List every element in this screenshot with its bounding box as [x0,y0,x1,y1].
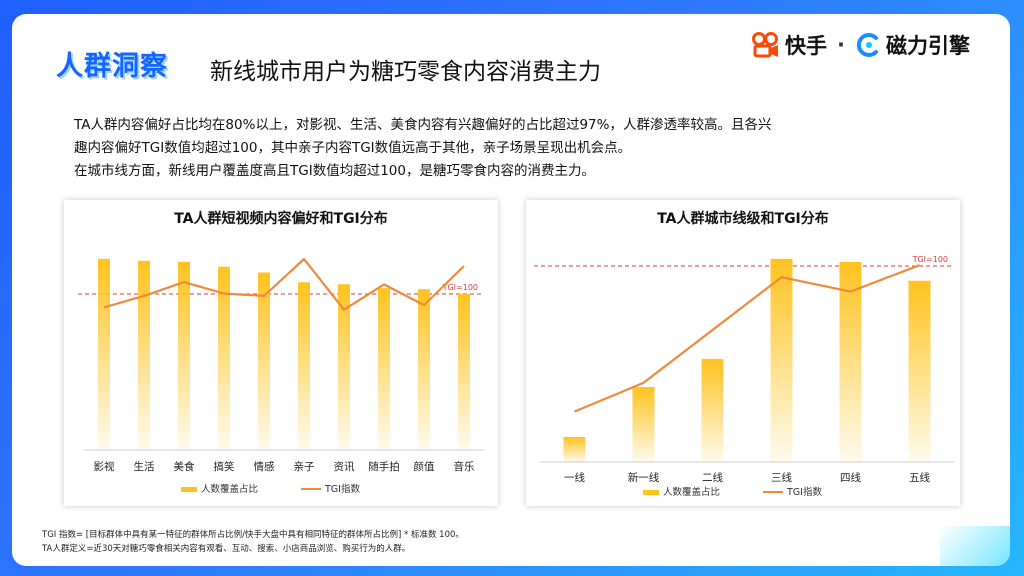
cili-engine-logo-icon [856,33,878,57]
category-label: 亲子 [294,460,315,473]
section-tag: 人群洞察 [56,51,168,82]
legend-bar-swatch [643,490,659,495]
legend-line-label: TGI指数 [324,483,360,495]
kuaishou-logo-icon [752,32,778,58]
category-label: 四线 [840,471,861,484]
legend-bar-swatch [181,487,197,492]
category-label: 二线 [702,471,723,484]
bar-颜值 [418,289,430,450]
legend-bar-label: 人数覆盖占比 [201,483,258,495]
tgi-series-line [103,257,465,311]
tgi-reference-label: TGI=100 [442,283,478,292]
bar-生活 [138,260,150,450]
bar-影视 [98,258,110,450]
description-line: 趣内容偏好TGI数值均超过100，其中亲子内容TGI数值远高于其他，亲子场景呈现… [74,140,632,156]
category-label: 音乐 [454,460,475,473]
bar-搞笑 [218,266,230,450]
logo-cili-text: 磁力引擎 [885,34,970,58]
corner-decoration [940,526,1010,566]
page-title: 新线城市用户为糖巧零食内容消费主力 [210,59,601,85]
logo-kuaishou-text: 快手 [785,34,827,58]
footnote-ta-definition: TA人群定义=近30天对糖巧零食相关内容有观看、互动、搜索、小店商品浏览、购买行… [42,544,411,554]
legend-bar-label: 人数覆盖占比 [663,486,720,498]
footnote-tgi: TGI 指数= [目标群体中具有某一特征的群体所占比例/快手大盘中具有相同特征的… [42,530,464,540]
brand-logo: 快手 · 磁力引擎 [752,28,970,62]
category-label: 搞笑 [214,460,235,473]
category-label: 随手拍 [368,460,400,473]
bar-随手拍 [378,288,390,450]
bar-资讯 [338,284,350,450]
chart-title: TA人群城市线级和TGI分布 [657,211,829,227]
category-label: 颜值 [414,460,435,473]
bar-新一线 [632,387,655,462]
category-label: 三线 [771,471,792,484]
logo-separator: · [837,33,845,57]
bar-五线 [908,280,931,462]
category-label: 生活 [134,460,155,473]
bar-三线 [770,258,793,462]
category-label: 美食 [174,460,195,473]
content-preference-chart: TA人群短视频内容偏好和TGI分布 TGI=100 影视 生活 美食 搞笑 情感 亲子 资讯随… [64,200,498,506]
bar-亲子 [298,282,310,450]
bar-音乐 [458,294,470,450]
description: TA人群内容偏好占比均在80%以上，对影视、生活、美食内容有兴趣偏好的占比超过9… [74,114,974,183]
category-label: 新一线 [628,471,660,484]
bar-二线 [701,358,724,462]
category-label: 情感 [254,460,275,473]
bar-美食 [178,261,190,450]
bar-一线 [563,437,586,462]
description-line: 在城市线方面，新线用户覆盖度高且TGI数值均超过100，是糖巧零食内容的消费主力… [74,163,595,179]
city-tier-chart: TA人群城市线级和TGI分布 TGI=100 一线 新一线 二线 三线 四线 五线人数覆盖占… [526,200,960,506]
category-label: 影视 [94,460,115,473]
category-label: 一线 [564,471,585,484]
description-line: TA人群内容偏好占比均在80%以上，对影视、生活、美食内容有兴趣偏好的占比超过9… [74,117,772,133]
legend-line-label: TGI指数 [786,486,822,498]
bar-四线 [839,262,862,462]
bar-情感 [258,272,270,450]
tgi-series-line [574,264,920,413]
chart-title: TA人群短视频内容偏好和TGI分布 [174,211,388,227]
tgi-reference-label: TGI=100 [912,255,948,264]
category-label: 资讯 [334,460,355,473]
category-label: 五线 [909,471,930,484]
